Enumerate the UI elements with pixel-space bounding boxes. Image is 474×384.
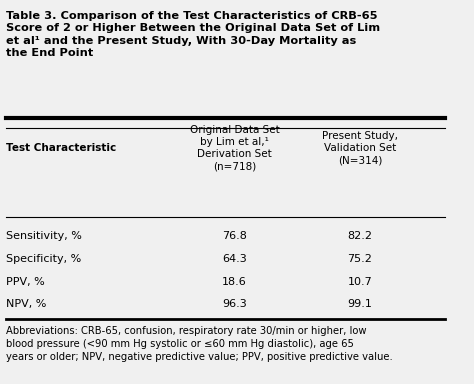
Text: 82.2: 82.2 <box>347 231 373 241</box>
Text: 99.1: 99.1 <box>347 300 373 310</box>
Text: Specificity, %: Specificity, % <box>6 254 81 264</box>
Text: Present Study,
Validation Set
(N=314): Present Study, Validation Set (N=314) <box>322 131 398 165</box>
Text: Abbreviations: CRB-65, confusion, respiratory rate 30/min or higher, low
blood p: Abbreviations: CRB-65, confusion, respir… <box>6 326 392 362</box>
Text: 76.8: 76.8 <box>222 231 247 241</box>
Text: 75.2: 75.2 <box>347 254 373 264</box>
Text: 10.7: 10.7 <box>347 276 372 286</box>
Text: NPV, %: NPV, % <box>6 300 46 310</box>
Text: Test Characteristic: Test Characteristic <box>6 143 116 153</box>
Text: 64.3: 64.3 <box>222 254 247 264</box>
Text: PPV, %: PPV, % <box>6 276 45 286</box>
Text: Original Data Set
by Lim et al,¹
Derivation Set
(n=718): Original Data Set by Lim et al,¹ Derivat… <box>190 125 279 171</box>
Text: 96.3: 96.3 <box>222 300 247 310</box>
Text: Sensitivity, %: Sensitivity, % <box>6 231 82 241</box>
Text: 18.6: 18.6 <box>222 276 247 286</box>
Text: Table 3. Comparison of the Test Characteristics of CRB-65
Score of 2 or Higher B: Table 3. Comparison of the Test Characte… <box>6 11 380 58</box>
